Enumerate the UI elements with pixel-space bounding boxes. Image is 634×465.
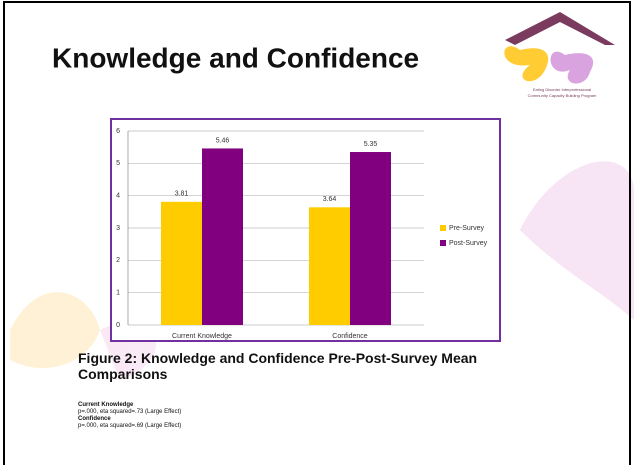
bar xyxy=(350,152,391,325)
data-label: 5.46 xyxy=(216,137,230,144)
bar xyxy=(161,201,202,325)
y-tick-label: 3 xyxy=(116,225,120,232)
logo-text: Community Capacity Building Program xyxy=(528,93,597,98)
bar xyxy=(309,207,350,325)
y-tick-label: 6 xyxy=(116,128,120,135)
x-tick-label: Confidence xyxy=(332,333,368,340)
x-tick-label: Current Knowledge xyxy=(172,333,232,340)
notes: Current Knowledge p=.000, eta squared=.73… xyxy=(78,402,181,430)
legend-label: Post-Survey xyxy=(449,240,488,247)
y-tick-label: 1 xyxy=(116,290,120,297)
note-text: p=.000, eta squared=.69 (Large Effect) xyxy=(78,423,182,429)
logo: Eating Disorder Interprofessional Commun… xyxy=(504,12,615,98)
logo-text: Eating Disorder Interprofessional xyxy=(533,87,591,92)
y-tick-label: 4 xyxy=(116,193,120,200)
bar xyxy=(202,148,243,325)
note-text: p=.000, eta squared=.73 (Large Effect) xyxy=(78,409,182,415)
legend-label: Pre-Survey xyxy=(449,225,485,232)
data-label: 3.64 xyxy=(323,196,337,203)
legend-swatch xyxy=(440,240,446,246)
slide-title: Knowledge and Confidence xyxy=(52,42,419,73)
y-tick-label: 5 xyxy=(116,160,120,167)
note-heading: Confidence xyxy=(78,416,111,422)
caption: Figure 2: Knowledge and Confidence Pre-P… xyxy=(78,350,478,382)
decoration xyxy=(10,161,634,380)
data-label: 5.35 xyxy=(364,141,378,148)
y-tick-label: 0 xyxy=(116,322,120,329)
y-tick-label: 2 xyxy=(116,257,120,264)
slide-frame xyxy=(3,1,631,465)
data-label: 3.81 xyxy=(175,191,189,198)
note-heading: Current Knowledge xyxy=(78,402,134,408)
legend-swatch xyxy=(440,225,446,231)
